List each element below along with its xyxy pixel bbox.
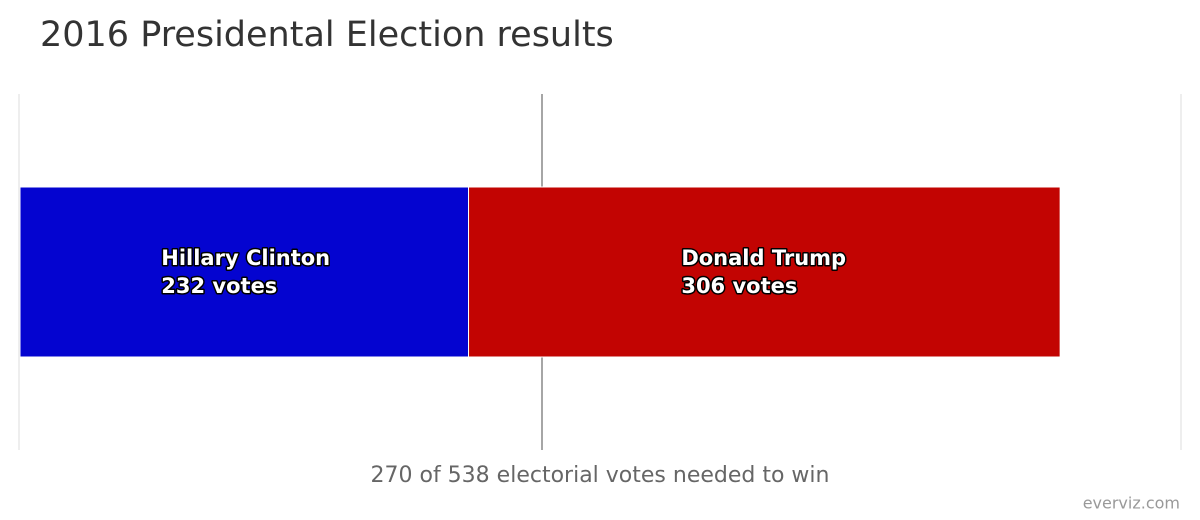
data-label-name: Donald Trump	[681, 246, 846, 270]
data-label-name: Hillary Clinton	[161, 246, 330, 270]
data-label-value: 306 votes	[681, 274, 797, 298]
bar	[19, 186, 470, 358]
bar	[468, 186, 1061, 358]
data-label-value: 232 votes	[161, 274, 277, 298]
plot-line-label: 270 of 538 electorial votes needed to wi…	[371, 463, 830, 488]
credit[interactable]: everviz.com	[1083, 494, 1180, 513]
chart-title: 2016 Presidental Election results	[40, 15, 614, 55]
